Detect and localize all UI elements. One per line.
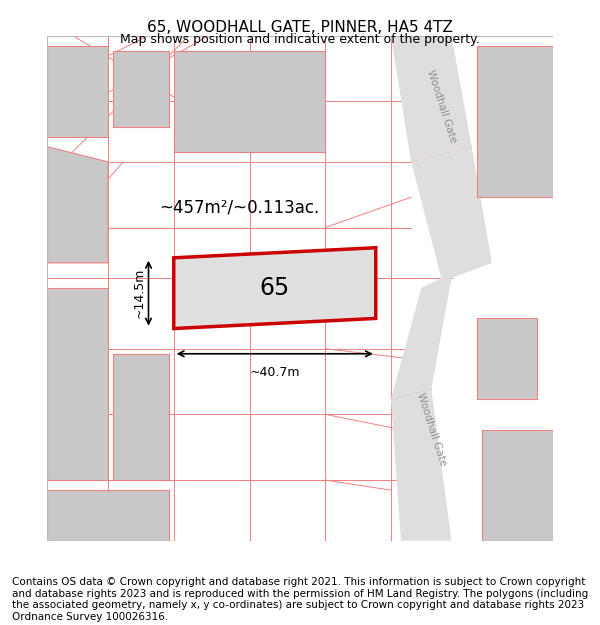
Polygon shape: [174, 51, 325, 152]
Polygon shape: [174, 248, 376, 329]
Polygon shape: [477, 46, 553, 198]
Polygon shape: [391, 36, 472, 162]
Text: Woodhall Gate: Woodhall Gate: [425, 69, 458, 144]
Text: ~457m²/~0.113ac.: ~457m²/~0.113ac.: [159, 198, 320, 216]
Polygon shape: [482, 429, 553, 541]
Text: ~14.5m: ~14.5m: [133, 268, 146, 318]
Text: Contains OS data © Crown copyright and database right 2021. This information is : Contains OS data © Crown copyright and d…: [12, 577, 588, 622]
Text: Map shows position and indicative extent of the property.: Map shows position and indicative extent…: [120, 32, 480, 46]
Text: 65, WOODHALL GATE, PINNER, HA5 4TZ: 65, WOODHALL GATE, PINNER, HA5 4TZ: [147, 20, 453, 35]
Polygon shape: [113, 51, 169, 126]
Polygon shape: [47, 490, 169, 541]
Polygon shape: [391, 389, 452, 541]
Polygon shape: [47, 288, 108, 480]
Polygon shape: [47, 147, 108, 263]
Text: 65: 65: [260, 276, 290, 300]
Text: ~40.7m: ~40.7m: [250, 366, 300, 379]
Text: Woodhall Gate: Woodhall Gate: [415, 392, 448, 468]
Polygon shape: [391, 147, 492, 399]
Polygon shape: [113, 354, 169, 480]
Polygon shape: [477, 318, 538, 399]
Polygon shape: [47, 46, 108, 137]
